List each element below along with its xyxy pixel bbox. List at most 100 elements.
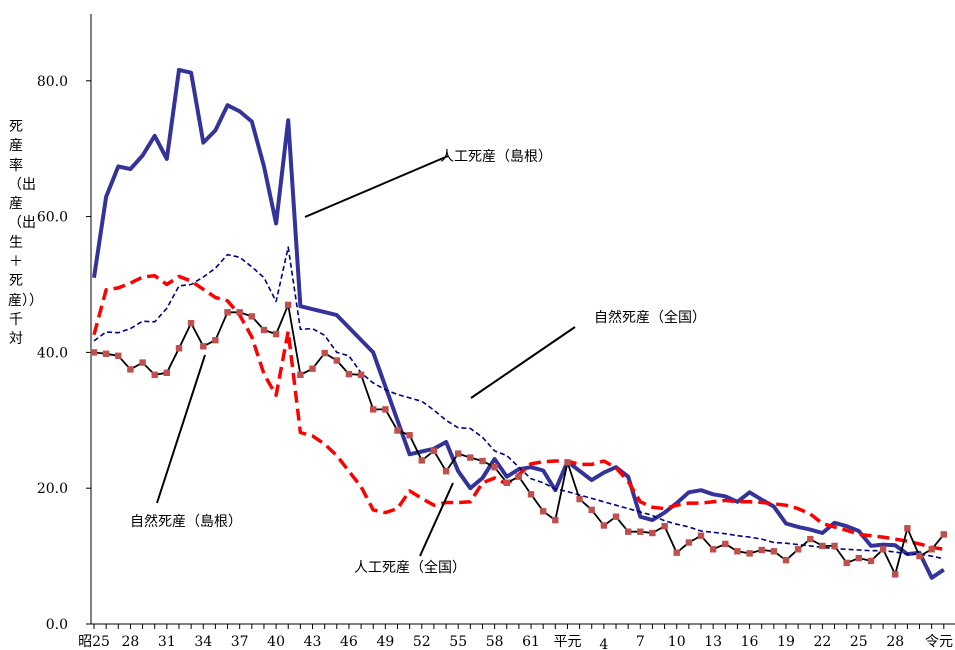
series-marker [940,531,947,538]
series-marker [697,532,705,539]
x-tick-label: 61 [522,634,540,650]
annotation-label: 自然死産（全国） [594,309,706,326]
series-marker [479,457,486,465]
series-marker [843,559,850,567]
series-marker [151,371,158,378]
axes: 80.0 60.0 40.0 20.0 0.0 昭25 28 31 34 37 40 43 46 49 52… [37,14,955,650]
series-marker [321,349,328,357]
series-marker [928,546,935,553]
series-marker [248,313,255,320]
series-layer [90,67,947,580]
series-marker [285,301,292,309]
series-marker [418,457,425,464]
x-tick-label: 25 [850,634,868,650]
series-marker [491,464,498,471]
series-marker [224,309,231,316]
x-tick-label: 平元 [553,634,581,650]
series-marker [540,508,547,515]
y-tick-label: 60.0 [37,210,68,226]
series-marker [855,554,862,562]
series-marker [734,548,741,555]
series-marker [309,365,316,372]
series-marker [746,550,753,557]
annotation-leader-line [156,354,206,504]
series-marker [115,352,122,359]
x-tick-label: 52 [413,634,431,650]
series-marker [916,552,923,560]
series-marker [673,549,680,556]
series-marker [175,345,183,352]
series-marker [770,548,777,555]
series-marker [503,479,510,486]
series-marker [722,540,729,548]
series-marker [455,450,462,457]
annotations-layer: 人工死産（島根） 自然死産（全国） 自然死産（島根） 人工死産（全国） [130,149,706,576]
x-tick-label: 22 [813,634,831,650]
series-marker [370,406,377,413]
x-tick-label: 4 [599,637,608,650]
series-marker [879,546,887,553]
series-marker [819,542,826,550]
series-marker [127,366,134,373]
series-marker [102,350,110,357]
series-marker [685,539,693,546]
series-marker [430,447,438,455]
x-tick-label: 令元 [925,634,953,650]
y-axis-label: 死産率（出産（出生＋死産））千対 [8,119,43,348]
series-marker [357,371,365,378]
series-line-2 [92,273,945,552]
series-marker [139,359,146,366]
series-marker [527,491,535,498]
series-marker [467,454,474,461]
series-marker [260,326,268,334]
series-marker [442,468,450,475]
x-tick-label: 16 [741,634,759,650]
x-tick-label: 28 [122,634,140,650]
x-tick-label: 31 [158,634,176,650]
series-marker [625,528,632,535]
annotation-label: 人工死産（島根） [440,149,552,165]
x-tick-label: 19 [777,634,795,650]
series-marker [758,546,765,554]
series-marker [612,513,620,520]
series-marker [637,528,644,535]
annotation-leader-line [419,482,454,557]
series-marker [831,542,838,550]
series-marker [394,427,401,434]
x-tick-label: 13 [704,634,722,650]
series-marker [709,546,717,553]
series-marker [90,349,98,356]
series-marker [782,557,790,564]
series-marker [297,371,304,378]
annotation-leader-line [304,155,449,218]
series-marker [345,370,353,378]
y-tick-label: 20.0 [37,481,68,497]
series-marker [272,330,280,338]
series-marker [661,523,668,530]
series-marker [382,406,389,413]
x-tick-label: 49 [376,634,394,650]
series-marker [236,309,243,316]
x-tick-label: 37 [231,634,249,650]
y-tick-label: 40.0 [37,345,68,361]
x-tick-label: 43 [304,634,322,650]
x-tick-label: 10 [668,634,686,650]
series-marker [552,516,559,524]
series-line-3 [93,304,945,576]
series-marker [600,522,608,529]
x-tick-label: 昭25 [78,634,110,650]
series-line-1 [93,246,944,560]
series-marker [564,459,571,466]
series-marker [649,529,656,537]
series-marker [576,495,583,503]
x-tick-label: 46 [340,634,358,650]
series-marker [794,546,802,553]
x-tick-label: 34 [194,634,212,650]
y-tick-label: 0.0 [46,617,68,633]
series-marker [406,432,413,439]
series-marker [212,337,219,344]
annotation-leader-line [470,326,576,399]
x-tick-label: 7 [636,634,645,650]
series-marker [867,557,875,565]
